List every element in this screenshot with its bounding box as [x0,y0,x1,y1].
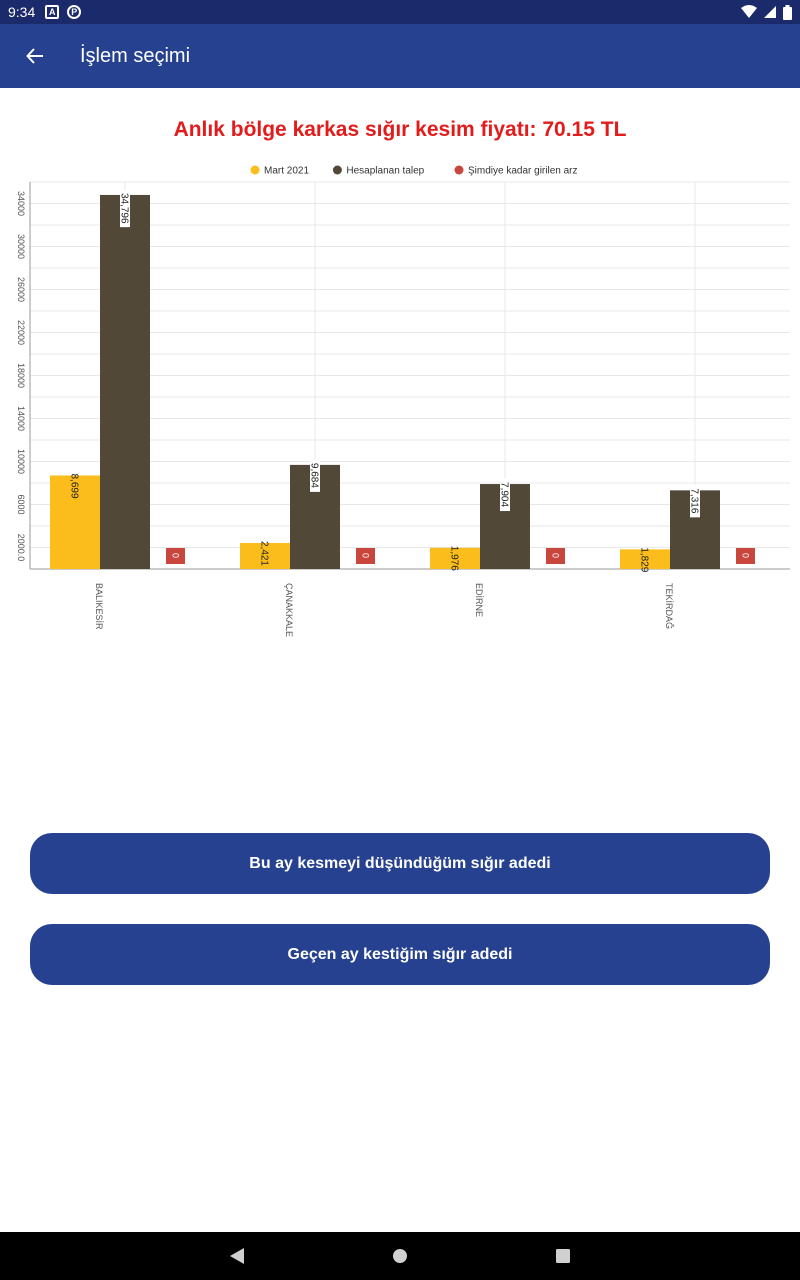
status-time: 9:34 [8,4,36,20]
bar [356,548,375,564]
bar [736,548,755,564]
data-label: 9,684 [309,463,320,488]
x-tick-label: BALIKESİR [94,583,104,630]
chart-title: Anlık bölge karkas sığır kesim fiyatı: 7… [173,118,627,141]
signal-icon [764,6,776,18]
data-label-bg [310,459,320,492]
bar [546,548,565,564]
legend-marker [250,165,260,175]
y-tick-label: 2000.0 [16,534,26,562]
x-tick-label: ÇANAKKALE [284,583,294,637]
triangle-back-icon [230,1248,244,1264]
x-tick-label: EDİRNE [474,583,484,617]
last-month-cattle-count-button[interactable]: Geçen ay kestiğim sığır adedi [30,924,770,985]
data-label: 0 [171,553,181,558]
data-label: 1,976 [449,546,460,571]
bar [100,194,150,569]
bar [166,548,185,564]
y-tick-label: 14000 [16,406,26,431]
y-tick-label: 22000 [16,320,26,345]
legend-label: Şimdiye kadar girilen arz [468,166,578,177]
arrow-back-icon [26,48,43,64]
nav-recents-button[interactable] [482,1232,645,1280]
data-label: 0 [361,553,371,558]
y-tick-label: 30000 [16,234,26,259]
data-label: 7,316 [689,488,700,513]
bar [430,547,480,569]
square-recents-icon [556,1249,570,1263]
data-label: 2,421 [259,541,270,566]
bar [620,549,670,569]
y-tick-label: 10000 [16,449,26,474]
data-label: 1,829 [639,547,650,572]
chart-svg: Mart 2021 Hesaplanan talep Şimdiye kadar g… [16,165,790,637]
x-tick-label: TEKİRDAĞ [664,583,674,629]
circle-home-icon [393,1249,407,1263]
battery-icon [783,4,792,20]
y-tick-label: 34000 [16,191,26,216]
data-label: 8,699 [69,473,80,498]
y-tick-label: 18000 [16,363,26,388]
legend-marker [454,165,464,175]
app-bar: İşlem seçimi [0,24,800,88]
data-label: 34,796 [119,193,130,224]
accessibility-notification-icon: A [45,5,60,19]
status-bar: 9:34 A P [0,0,800,24]
legend-label: Hesaplanan talep [346,166,424,177]
wifi-icon [741,5,757,18]
back-button[interactable] [0,24,70,88]
data-label: 7,904 [499,482,510,507]
legend-marker [332,165,342,175]
y-tick-label: 6000 [16,494,26,514]
bar-chart: Mart 2021 Hesaplanan talep Şimdiye kadar g… [0,155,800,655]
nav-home-button[interactable] [319,1232,482,1280]
data-label-bg [120,189,130,228]
data-label: 0 [551,553,561,558]
navigation-bar [0,1232,800,1280]
data-label: 0 [741,553,751,558]
y-tick-label: 26000 [16,277,26,302]
data-label-bg [500,479,510,512]
bar [50,475,100,569]
app-notification-icon: P [67,5,82,19]
legend-label: Mart 2021 [264,166,309,177]
data-label-bg [690,485,700,518]
planned-cattle-count-button[interactable]: Bu ay kesmeyi düşündüğüm sığır adedi [30,833,770,894]
page-title: İşlem seçimi [80,44,191,67]
nav-back-button[interactable] [156,1232,319,1280]
bar [240,542,290,569]
